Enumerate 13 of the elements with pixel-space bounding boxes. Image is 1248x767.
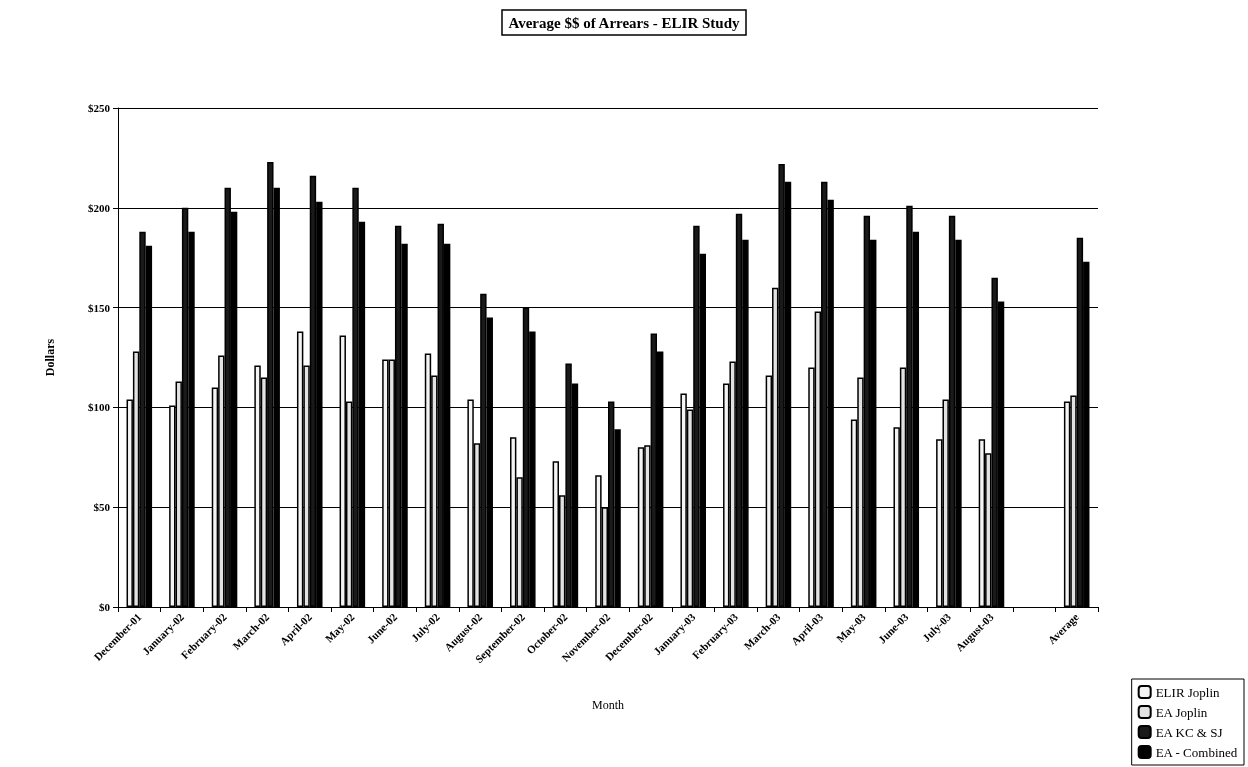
chart-title: Average $$ of Arrears - ELIR Study [508, 14, 741, 31]
legend-label: EA KC & SJ [1155, 724, 1223, 740]
y-axis-title: Dollars [43, 338, 57, 377]
y-tick-label: $200 [88, 201, 111, 214]
y-tick-label: $100 [88, 401, 111, 414]
legend-label: EA Joplin [1155, 704, 1208, 720]
legend-label: ELIR Joplin [1155, 684, 1221, 700]
y-tick-label: $150 [88, 301, 111, 314]
legend-label: EA - Combined [1155, 744, 1238, 760]
y-tick-label: $50 [93, 501, 111, 514]
x-axis-title: Month [591, 698, 625, 712]
y-tick-label: $0 [99, 601, 111, 613]
y-tick-label: $250 [88, 102, 111, 114]
